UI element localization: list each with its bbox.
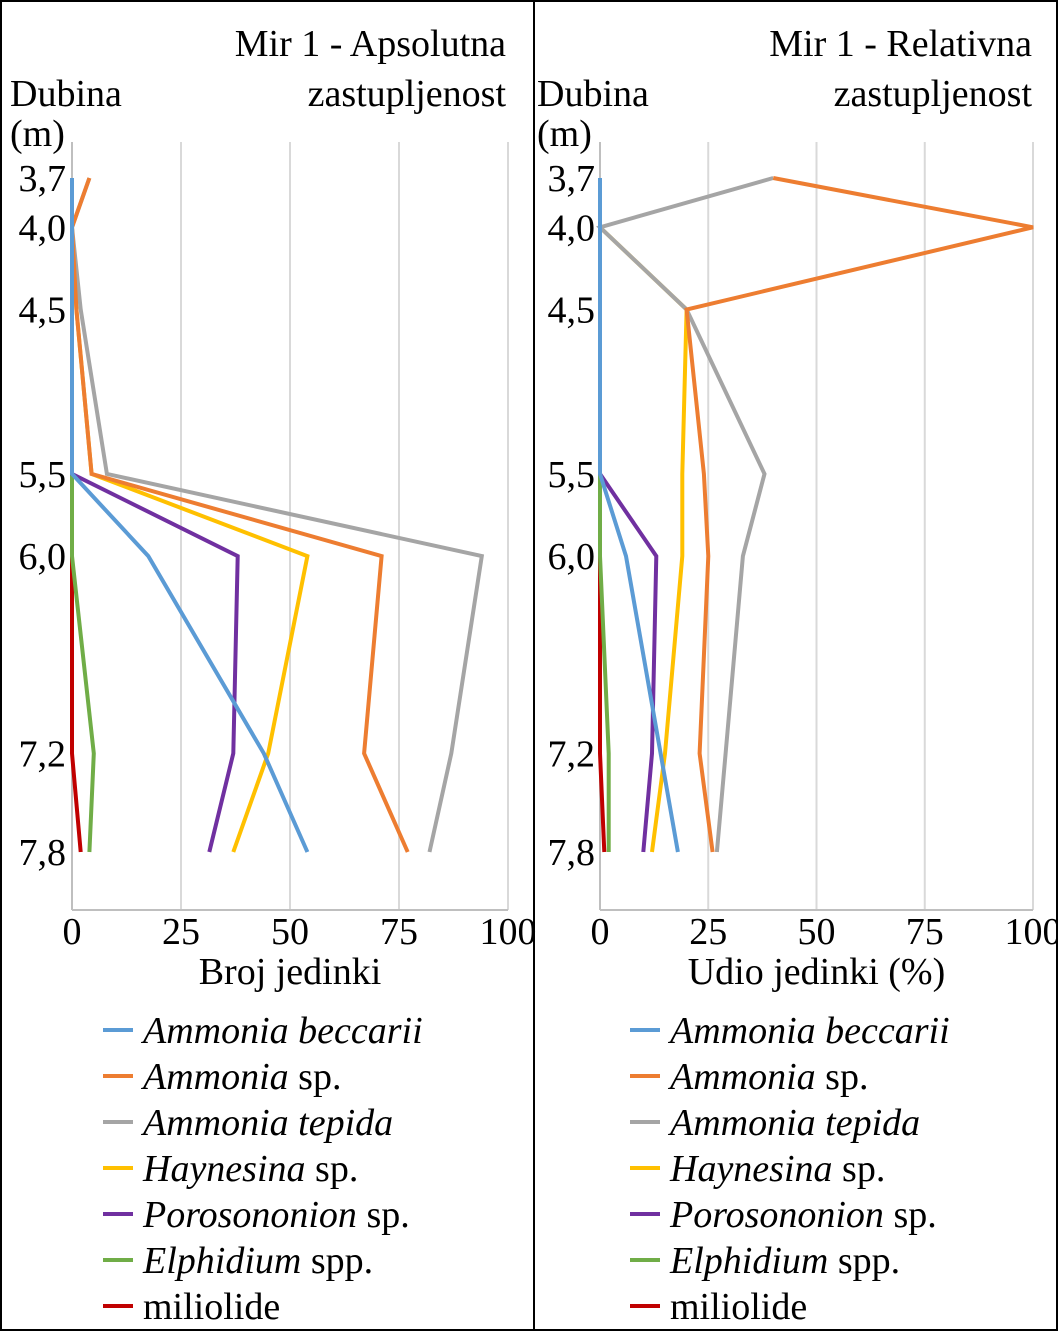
y-tick-label: 7,8 (548, 832, 596, 874)
legend-name-italic: Ammonia beccarii (140, 1010, 423, 1052)
chart-title: zastupljenost (308, 73, 507, 115)
legend-entry-ammonia-beccarii: Ammonia beccarii (667, 1010, 950, 1052)
legend-entry-ammonia-beccarii: Ammonia beccarii (140, 1010, 423, 1052)
x-axis-label: Broj jedinki (199, 951, 382, 993)
legend-name-plain: spp. (828, 1240, 900, 1282)
y-tick-label: 4,5 (19, 290, 67, 332)
y-tick-label: 7,8 (19, 832, 67, 874)
x-axis-label: Udio jedinki (%) (688, 951, 946, 993)
legend-name-italic: Elphidium (142, 1240, 301, 1282)
legend-name-plain: sp. (884, 1194, 937, 1236)
legend-name-plain: miliolide (670, 1286, 807, 1328)
x-tick-label: 0 (63, 911, 82, 953)
legend-name-plain: sp. (306, 1148, 359, 1190)
chart-title: Mir 1 - Relativna (769, 23, 1032, 65)
legend-name-plain: sp. (357, 1194, 410, 1236)
legend-name-italic: Ammonia (667, 1056, 816, 1098)
legend-entry-porosononion-sp: Porosononion sp. (669, 1194, 937, 1236)
legend-entry-miliolide: miliolide (670, 1286, 807, 1328)
legend-name-italic: Ammonia tepida (140, 1102, 393, 1144)
legend-name-italic: Haynesina (669, 1148, 833, 1190)
legend-name-plain: sp. (833, 1148, 886, 1190)
legend-entry-ammonia-tepida: Ammonia tepida (667, 1102, 920, 1144)
x-tick-label: 75 (380, 911, 418, 953)
y-axis-label: (m) (10, 113, 65, 155)
chart-title: Mir 1 - Apsolutna (235, 23, 506, 65)
legend-name-italic: Elphidium (669, 1240, 828, 1282)
y-axis-label: Dubina (537, 73, 649, 115)
x-tick-label: 75 (906, 911, 944, 953)
legend-name-italic: Haynesina (142, 1148, 306, 1190)
x-tick-label: 100 (1005, 911, 1058, 953)
y-tick-label: 4,0 (19, 207, 67, 249)
x-tick-label: 0 (591, 911, 610, 953)
legend-name-plain: sp. (289, 1056, 342, 1098)
legend-entry-ammonia-sp: Ammonia sp. (667, 1056, 868, 1098)
y-tick-label: 7,2 (19, 733, 67, 775)
legend-name-italic: Porosononion (669, 1194, 884, 1236)
x-tick-label: 50 (798, 911, 836, 953)
y-tick-label: 3,7 (19, 158, 67, 200)
y-tick-label: 4,0 (548, 207, 596, 249)
legend-entry-elphidium-spp: Elphidium spp. (142, 1240, 373, 1282)
legend-name-plain: spp. (301, 1240, 373, 1282)
x-tick-label: 25 (162, 911, 200, 953)
legend-name-italic: Porosononion (142, 1194, 357, 1236)
legend-entry-haynesina-sp: Haynesina sp. (669, 1148, 885, 1190)
legend-name-plain: sp. (816, 1056, 869, 1098)
y-tick-label: 3,7 (548, 158, 596, 200)
y-tick-label: 7,2 (548, 733, 596, 775)
chart-title: zastupljenost (834, 73, 1033, 115)
x-tick-label: 100 (480, 911, 537, 953)
y-tick-label: 5,5 (19, 454, 67, 496)
y-tick-label: 5,5 (548, 454, 596, 496)
legend-name-italic: Ammonia beccarii (667, 1010, 950, 1052)
legend-entry-haynesina-sp: Haynesina sp. (142, 1148, 358, 1190)
legend-entry-ammonia-tepida: Ammonia tepida (140, 1102, 393, 1144)
y-tick-label: 6,0 (19, 536, 67, 578)
y-axis-label: (m) (537, 113, 592, 155)
legend-name-italic: Ammonia tepida (667, 1102, 920, 1144)
y-axis-label: Dubina (10, 73, 122, 115)
legend-entry-porosononion-sp: Porosononion sp. (142, 1194, 410, 1236)
y-tick-label: 4,5 (548, 290, 596, 332)
x-tick-label: 25 (689, 911, 727, 953)
legend-name-plain: miliolide (143, 1286, 280, 1328)
legend-name-italic: Ammonia (140, 1056, 289, 1098)
legend-entry-ammonia-sp: Ammonia sp. (140, 1056, 341, 1098)
legend-entry-miliolide: miliolide (143, 1286, 280, 1328)
y-tick-label: 6,0 (548, 536, 596, 578)
legend-entry-elphidium-spp: Elphidium spp. (669, 1240, 900, 1282)
x-tick-label: 50 (271, 911, 309, 953)
